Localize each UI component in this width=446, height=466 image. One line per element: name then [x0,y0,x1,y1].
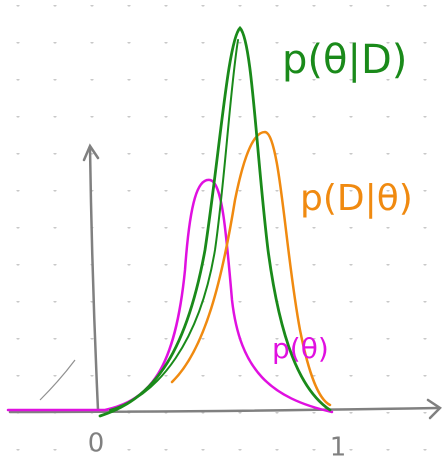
y-axis-arrow [82,143,100,162]
x-axis-arrow [426,398,442,420]
posterior-curve [98,26,332,418]
axis-end-label: 1 [330,433,347,463]
likelihood-label: p(D|θ) [300,178,413,219]
posterior-label: p(θ|D) [282,37,407,83]
axis-origin-label: 0 [88,429,105,459]
posterior-stroke [109,39,239,411]
sketch-stroke [39,359,76,401]
prior-label: p(θ) [272,332,329,365]
likelihood-curve [170,130,332,407]
x-axis [8,406,440,414]
y-axis [88,146,100,412]
prior-curve [6,178,334,414]
